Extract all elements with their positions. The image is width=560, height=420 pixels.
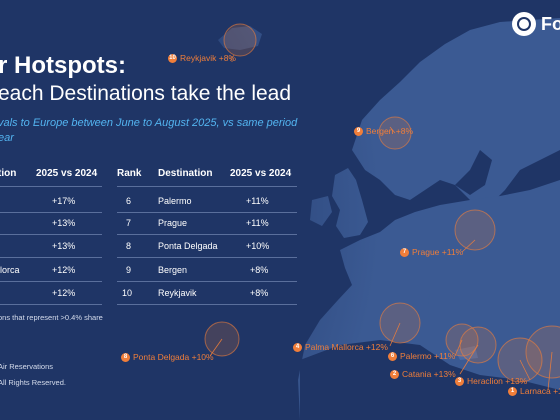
cell-destination: llorca (0, 265, 20, 275)
map-label-ponta-delgada: 8 Ponta Delgada +10% (121, 352, 214, 362)
marker-number: 4 (293, 342, 302, 352)
row-divider (0, 186, 102, 187)
cell-change: +11% (246, 218, 269, 228)
marker-text: Heraclion +13% (467, 376, 528, 386)
cell-change: +13% (52, 218, 76, 228)
header-destination: tion (0, 168, 17, 179)
map-label-bergen: 9 Bergen +8% (354, 126, 413, 136)
cell-rank: 6 (126, 196, 132, 206)
hotspot-circle-reykjavik (223, 23, 257, 57)
footnote-copyright: All Rights Reserved. (0, 378, 66, 387)
header-change: 2025 vs 2024 (36, 168, 98, 179)
cell-change: +13% (52, 241, 76, 251)
cell-rank: 9 (126, 265, 132, 275)
map-label-larnaca: 1 Larnaca +1 (508, 386, 560, 396)
marker-text: Reykjavik +8% (180, 53, 236, 63)
page-title-line2: each Destinations take the lead (0, 82, 292, 105)
cell-change: +8% (250, 265, 269, 275)
marker-text: Prague +11% (412, 247, 464, 257)
cell-rank: 8 (126, 241, 132, 251)
map-label-catania: 2 Catania +13% (390, 369, 456, 379)
marker-text: Ponta Delgada +10% (133, 352, 214, 362)
hotspot-circle-prague (454, 209, 496, 251)
map-label-palma: 4 Palma Mallorca +12% (293, 342, 388, 352)
connector-bergen (389, 126, 396, 134)
marker-number: 9 (354, 126, 363, 136)
connector-palermo (454, 339, 463, 357)
subtitle: vals to Europe between June to August 20… (0, 117, 298, 144)
cell-destination: Prague (158, 218, 188, 228)
scandinavia-landmass (352, 18, 560, 205)
hotspot-circle-larnaca (525, 325, 560, 379)
connector-larnaca (547, 351, 553, 391)
marker-text: Bergen +8% (366, 126, 414, 136)
row-divider (117, 234, 297, 235)
italy-landmass (428, 290, 478, 358)
footnote-share: ons that represent >0.4% share (0, 313, 103, 322)
row-divider (117, 281, 297, 282)
marker-number: 7 (400, 247, 409, 257)
cell-change: +12% (52, 265, 76, 275)
map-label-prague: 7 Prague +11% (400, 247, 463, 257)
row-divider (0, 234, 102, 235)
row-divider (0, 281, 102, 282)
marker-text: Palma Mallorca +12% (305, 342, 388, 352)
map-label-reykjavik: 10 Reykjavik +8% (168, 53, 236, 63)
cell-change: +11% (246, 196, 269, 206)
marker-number: 6 (388, 351, 397, 361)
marker-number: 2 (390, 369, 399, 379)
marker-text: Palermo +11% (400, 351, 456, 361)
footnote-source: Air Reservations (0, 362, 54, 371)
cell-change: +8% (250, 288, 269, 298)
brand-name: Fo (541, 13, 560, 34)
marker-number: 1 (508, 386, 517, 396)
row-divider (117, 212, 297, 213)
baltic-sea (455, 150, 492, 195)
connector-catania (459, 344, 479, 375)
cell-destination: Bergen (158, 265, 188, 275)
map-label-palermo: 6 Palermo +11% (388, 351, 455, 361)
brand-logo: Fo (512, 12, 560, 36)
globe-icon (512, 12, 536, 36)
cell-rank: 7 (126, 218, 132, 228)
row-divider (117, 257, 297, 258)
marker-text: Catania +13% (402, 369, 456, 379)
connector-palma (389, 322, 401, 347)
row-divider (117, 186, 297, 187)
header-destination: Destination (158, 168, 213, 179)
row-divider (117, 304, 297, 305)
connector-heraclion (519, 359, 531, 381)
marker-text: Larnaca +1 (520, 386, 560, 396)
cell-destination: Ponta Delgada (158, 241, 218, 251)
cell-change: +17% (52, 196, 76, 206)
cell-destination: Reykjavik (158, 288, 197, 298)
marker-number: 8 (121, 352, 130, 362)
connector-ponta-delgada (209, 338, 223, 357)
cell-change: +12% (52, 288, 76, 298)
map-label-heraclion: 3 Heraclion +13% (455, 376, 527, 386)
row-divider (0, 304, 102, 305)
row-divider (0, 257, 102, 258)
marker-number: 3 (455, 376, 464, 386)
header-rank: Rank (117, 168, 142, 179)
cell-rank: 10 (122, 288, 133, 298)
marker-number: 10 (168, 53, 177, 63)
cell-destination: Palermo (158, 196, 192, 206)
page-title: r Hotspots: (0, 52, 126, 79)
connector-prague (461, 239, 476, 253)
row-divider (0, 212, 102, 213)
cell-change: +10% (246, 241, 270, 251)
header-change: 2025 vs 2024 (230, 168, 292, 179)
